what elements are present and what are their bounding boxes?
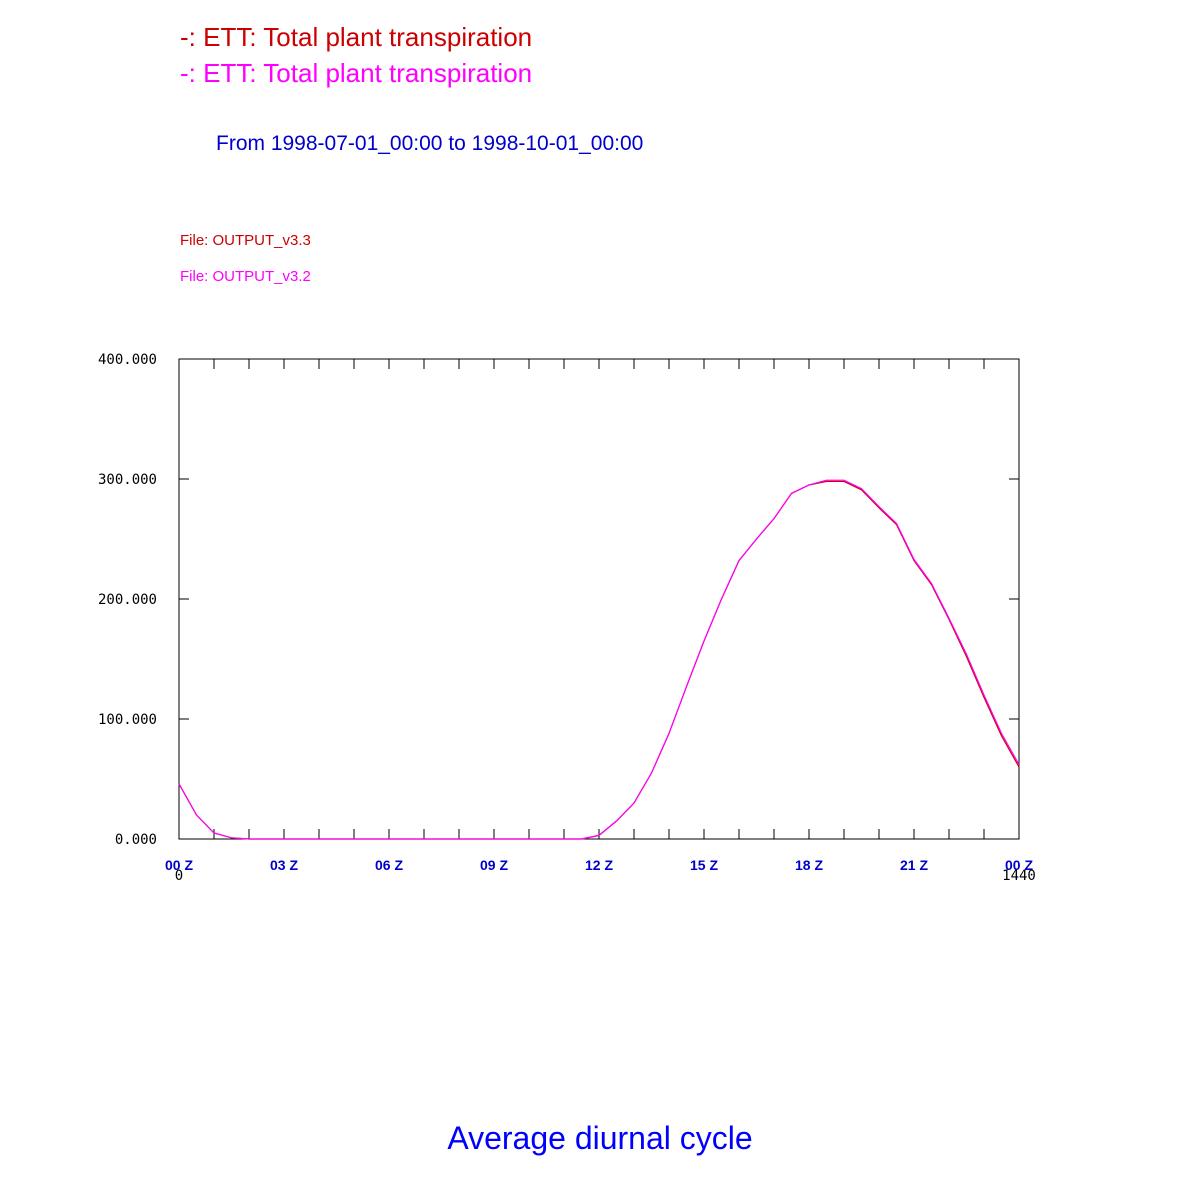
file-label-1: File: OUTPUT_v3.3	[180, 232, 311, 249]
x-tick-label: 09 Z	[480, 857, 508, 873]
x-tick-label: 21 Z	[900, 857, 928, 873]
x-tick-label: 15 Z	[690, 857, 718, 873]
x-tick-label: 00 Z	[165, 857, 193, 873]
x-tick-label: 03 Z	[270, 857, 298, 873]
file-label-2: File: OUTPUT_v3.2	[180, 268, 311, 285]
legend-series-1: -: ETT: Total plant transpiration	[180, 22, 533, 52]
x-tick-label: 00 Z	[1005, 857, 1033, 873]
y-tick-label: 200.000	[98, 592, 157, 608]
axis-ticks	[179, 358, 1019, 840]
axis-labels: 0.000 100.000 200.000 300.000 400.000 00 Z 03 …	[98, 352, 1036, 884]
date-range: From 1998-07-01_00:00 to 1998-10-01_00:0…	[216, 132, 644, 155]
y-tick-label: 0.000	[115, 832, 157, 848]
chart-footer-title: Average diurnal cycle	[447, 1120, 753, 1156]
diurnal-cycle-chart: 0.000 100.000 200.000 300.000 400.000 00 Z 03 …	[98, 352, 1036, 884]
y-tick-label: 400.000	[98, 352, 157, 368]
y-tick-label: 300.000	[98, 472, 157, 488]
x-range-label-start: 0	[175, 868, 183, 884]
legend-series-2: -: ETT: Total plant transpiration	[180, 58, 533, 88]
y-tick-label: 100.000	[98, 712, 157, 728]
x-tick-label: 12 Z	[585, 857, 613, 873]
plot-frame	[178, 358, 1020, 840]
x-tick-label: 06 Z	[375, 857, 403, 873]
x-tick-label: 18 Z	[795, 857, 823, 873]
x-range-label-end: 1440	[1002, 868, 1036, 884]
series-line-1	[178, 480, 1020, 840]
series-line-2	[178, 479, 1020, 840]
series-lines	[178, 479, 1020, 840]
